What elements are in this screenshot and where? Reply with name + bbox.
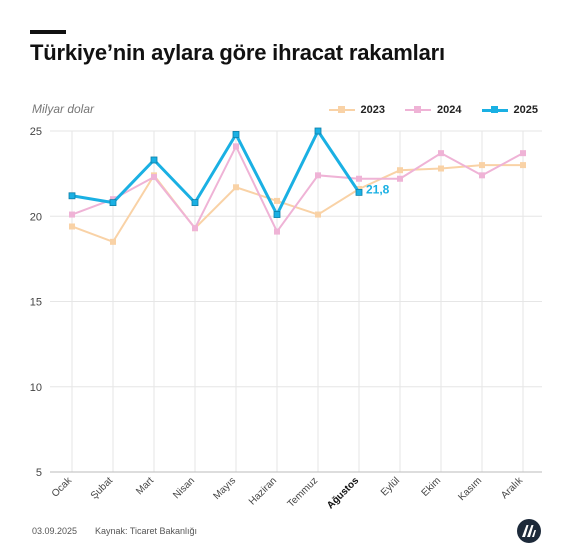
data-point-2024 [110,196,116,203]
data-point-2025 [273,211,281,218]
series-line-2025 [71,128,361,218]
x-tick-label: Ekim [420,475,444,499]
x-tick-label: Kasım [456,475,484,503]
data-point-2025 [314,127,322,135]
x-tick-label: Şubat [89,475,115,501]
x-tick-label: Ocak [50,475,75,500]
legend-item-2023: 2023 [328,104,386,116]
title-accent-bar [30,30,66,34]
legend-swatch-icon [481,105,508,115]
legend-label: 2023 [360,104,386,116]
data-point-2024 [438,150,444,157]
data-point-2025 [191,199,199,207]
data-point-2023 [520,162,526,169]
chart-legend: 2023 2024 2025 [328,104,538,116]
x-tick-label: Aralık [499,475,526,502]
data-point-2023 [274,197,280,204]
legend-item-2024: 2024 [405,104,462,116]
data-point-2024 [233,143,239,150]
data-point-2023 [233,184,239,191]
x-tick-label: Haziran [247,475,279,507]
legend-swatch-icon [328,105,355,115]
data-point-2023 [479,162,485,169]
data-point-2024 [151,174,157,181]
data-point-2023 [356,185,362,192]
chart-title: Türkiye’nin aylara göre ihracat rakamlar… [30,40,445,65]
source-credit: Kaynak: Ticaret Bakanlığı [95,526,198,536]
data-point-2024 [69,211,75,218]
x-tick-label: Nisan [171,475,197,501]
data-point-2024 [274,228,280,235]
y-tick-label: 25 [30,126,42,138]
data-point-2023 [315,211,321,218]
y-tick-label: 15 [30,297,42,309]
legend-label: 2024 [437,104,462,116]
data-point-2024 [315,172,321,179]
data-point-2025 [109,199,117,207]
series-line-2024 [71,144,524,234]
x-tick-label: Temmuz [286,475,321,510]
y-tick-label: 10 [30,382,42,394]
data-point-2024 [479,172,485,179]
x-tick-label: Mart [134,475,156,497]
data-point-2024 [356,175,362,182]
legend-item-2025: 2025 [481,104,538,116]
data-point-2023 [397,167,403,174]
data-point-2025 [150,156,158,164]
data-point-2023 [438,165,444,172]
publish-date: 03.09.2025 [32,526,78,536]
data-point-2025 [68,192,76,200]
y-tick-label: 5 [36,467,42,479]
data-point-2024 [520,150,526,157]
data-point-2024 [397,175,403,182]
x-tick-label: Ağustos [325,475,361,511]
legend-label: 2025 [513,104,538,116]
legend-swatch-icon [405,105,432,115]
series-line-2023 [71,164,523,244]
data-point-2023 [69,223,75,230]
x-tick-label: Mayıs [211,475,238,502]
data-point-2025 [232,131,240,138]
data-point-2025 [355,188,363,196]
y-axis-unit-label: Milyar dolar [32,102,95,116]
anadolu-agency-logo-icon [517,519,541,543]
data-point-2023 [110,238,116,245]
data-point-2024 [192,225,198,232]
data-label: 21,8 [366,182,390,196]
x-tick-label: Eylül [379,475,402,498]
y-tick-label: 20 [30,211,42,223]
